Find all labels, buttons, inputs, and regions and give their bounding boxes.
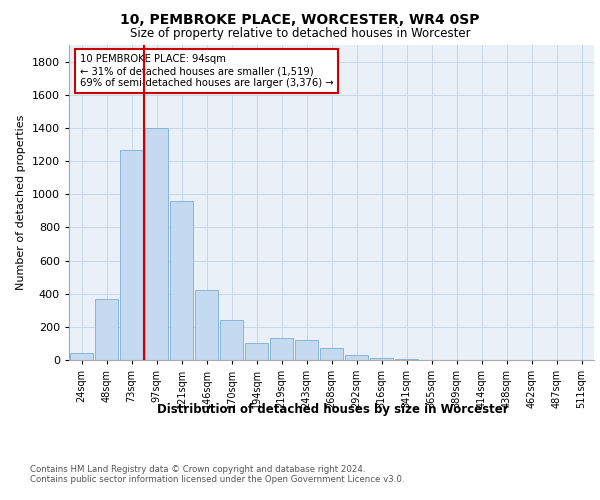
Bar [95,298,118,360]
Bar [370,358,394,360]
Text: 10, PEMBROKE PLACE, WORCESTER, WR4 0SP: 10, PEMBROKE PLACE, WORCESTER, WR4 0SP [120,12,480,26]
Bar [269,338,293,360]
Bar [70,352,94,360]
Text: Contains HM Land Registry data © Crown copyright and database right 2024.
Contai: Contains HM Land Registry data © Crown c… [30,465,404,484]
Text: 10 PEMBROKE PLACE: 94sqm
← 31% of detached houses are smaller (1,519)
69% of sem: 10 PEMBROKE PLACE: 94sqm ← 31% of detach… [79,54,333,88]
Text: Size of property relative to detached houses in Worcester: Size of property relative to detached ho… [130,28,470,40]
Y-axis label: Number of detached properties: Number of detached properties [16,115,26,290]
Bar [320,348,343,360]
Bar [295,340,319,360]
Bar [220,320,244,360]
Bar [119,150,143,360]
Bar [170,201,193,360]
Bar [395,359,418,360]
Bar [145,128,169,360]
Bar [245,344,268,360]
Bar [344,355,368,360]
Bar [194,290,218,360]
Text: Distribution of detached houses by size in Worcester: Distribution of detached houses by size … [157,402,509,415]
